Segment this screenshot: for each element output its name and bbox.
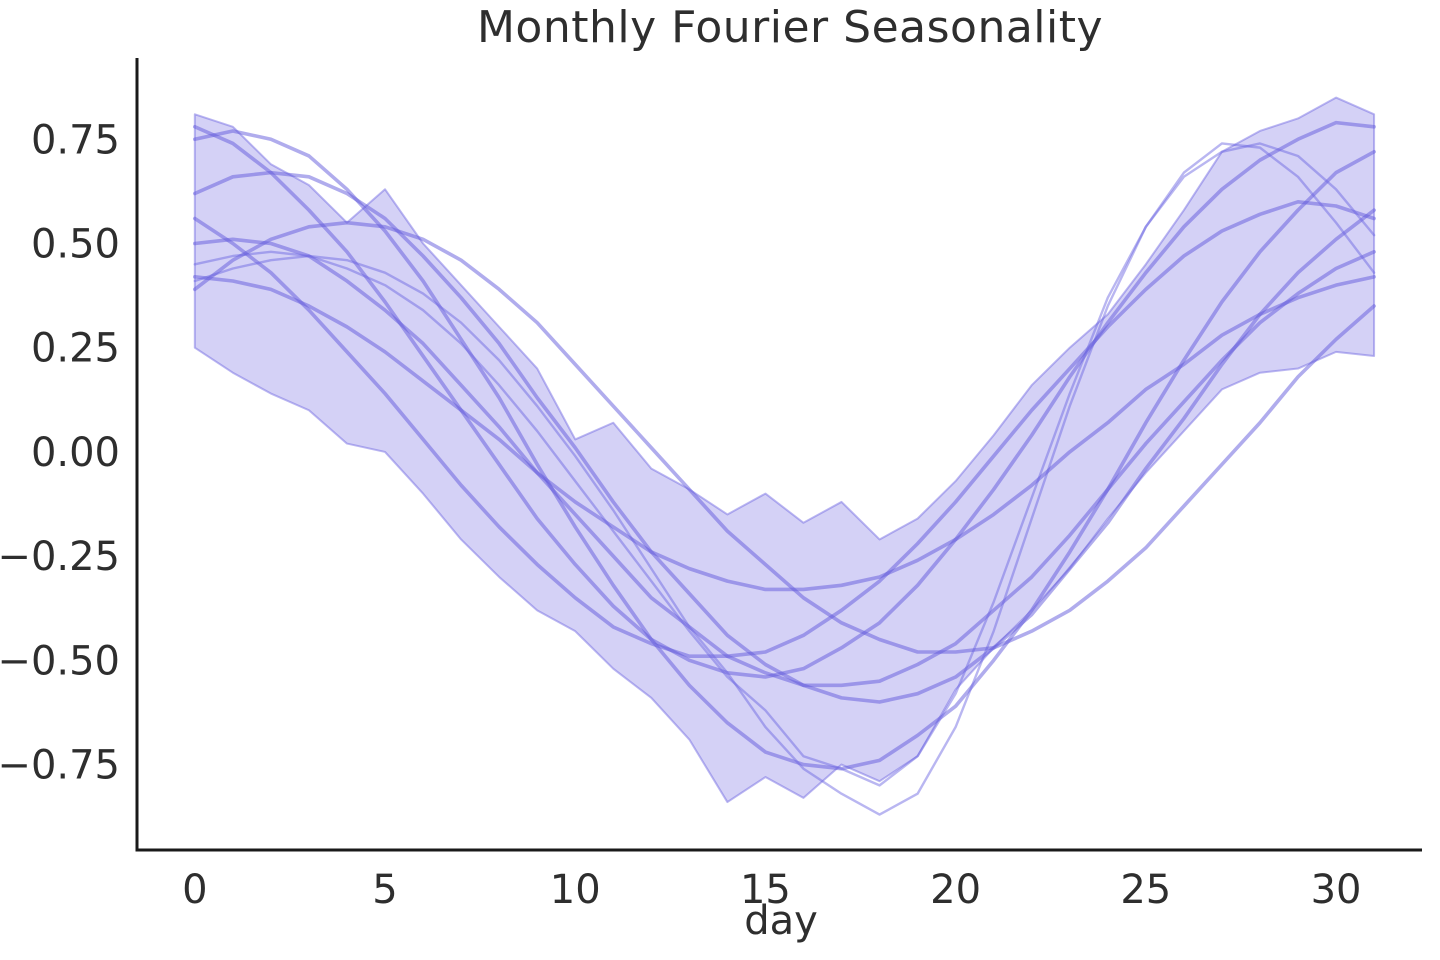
seasonality-line-sample-1 xyxy=(193,120,1376,679)
seasonality-line-sample-5 xyxy=(193,237,1376,688)
x-tick-label-10: 10 xyxy=(550,867,601,913)
seasonality-line-sample-6 xyxy=(193,142,1376,787)
y-tick-label-0.50: 0.50 xyxy=(31,221,120,267)
x-axis-label: day xyxy=(744,898,818,944)
x-tick-label-0: 0 xyxy=(182,867,207,913)
y-tick-label-−0.75: −0.75 xyxy=(0,743,120,789)
y-tick-label-0.75: 0.75 xyxy=(31,117,120,163)
uncertainty-band xyxy=(193,96,1376,804)
x-tick-label-20: 20 xyxy=(930,867,981,913)
x-tick-label-30: 30 xyxy=(1311,867,1362,913)
chart-title: Monthly Fourier Seasonality xyxy=(476,2,1104,53)
x-tick-label-25: 25 xyxy=(1120,867,1171,913)
seasonality-line-sample-4 xyxy=(193,200,1376,658)
y-tick-label-0.25: 0.25 xyxy=(31,326,120,372)
y-tick-label-0.00: 0.00 xyxy=(31,430,120,476)
seasonality-line-sample-7 xyxy=(193,142,1376,816)
y-tick-label-−0.50: −0.50 xyxy=(0,638,120,684)
seasonality-line-sample-9 xyxy=(193,220,1376,654)
seasonality-line-sample-3 xyxy=(193,170,1376,704)
x-tick-label-5: 5 xyxy=(372,867,397,913)
y-tick-label-−0.25: −0.25 xyxy=(0,534,120,580)
seasonality-line-sample-8 xyxy=(193,275,1376,592)
x-tick-label-15: 15 xyxy=(740,867,791,913)
